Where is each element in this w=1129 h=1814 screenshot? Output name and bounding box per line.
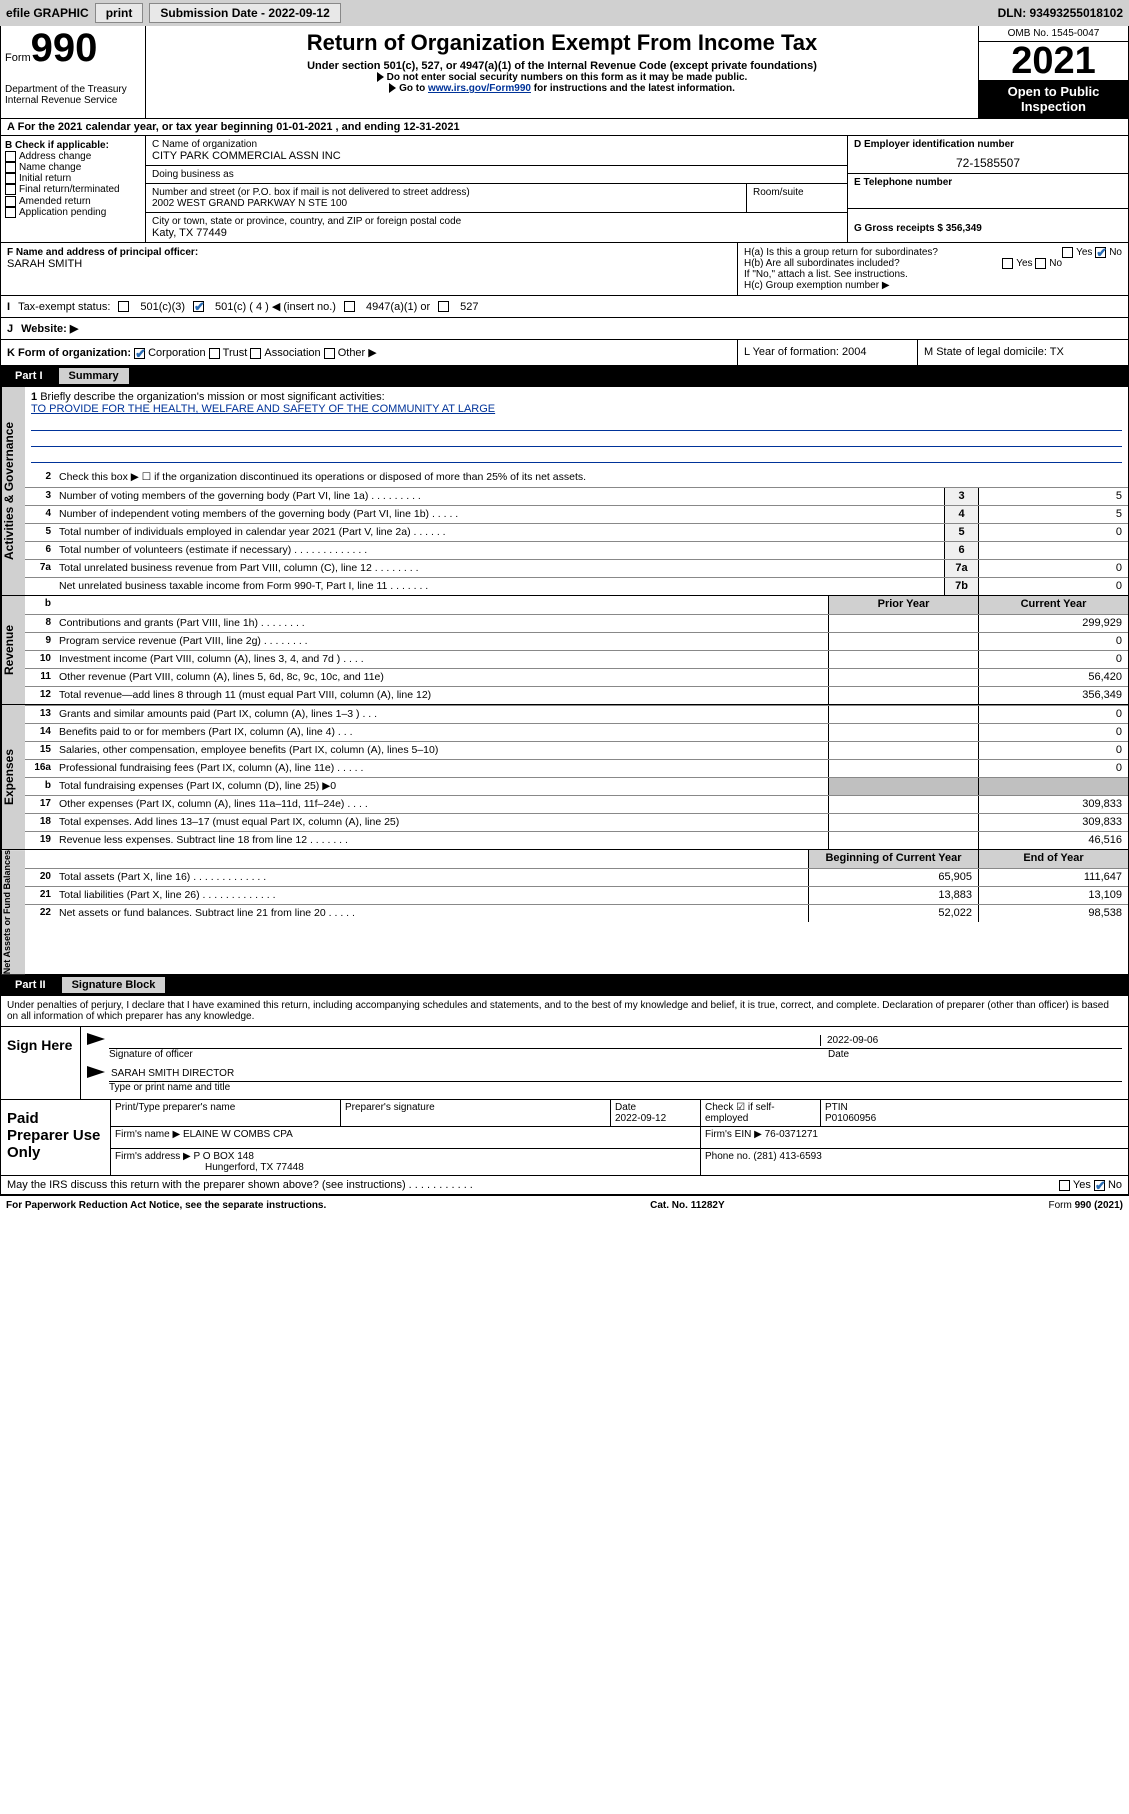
top-bar: efile GRAPHIC print Submission Date - 20…	[0, 0, 1129, 26]
check-if-applicable: B Check if applicable: Address change Na…	[1, 136, 146, 242]
gov-line: 6Total number of volunteers (estimate if…	[25, 541, 1128, 559]
org-address: 2002 WEST GRAND PARKWAY N STE 100	[152, 198, 740, 209]
page-footer: For Paperwork Reduction Act Notice, see …	[0, 1195, 1129, 1215]
entity-info-block: B Check if applicable: Address change Na…	[0, 136, 1129, 243]
checkbox-ha-no[interactable]	[1095, 247, 1106, 258]
sign-date: 2022-09-06	[820, 1035, 1120, 1046]
checkbox-corp[interactable]	[134, 348, 145, 359]
triangle-icon	[389, 83, 396, 93]
gov-line: 4Number of independent voting members of…	[25, 505, 1128, 523]
arrow-icon	[87, 1066, 105, 1078]
tax-year-row: A For the 2021 calendar year, or tax yea…	[0, 119, 1129, 136]
submission-date-button[interactable]: Submission Date - 2022-09-12	[149, 3, 340, 23]
form-title-box: Return of Organization Exempt From Incom…	[146, 26, 978, 118]
part2-header: Part II Signature Block	[0, 975, 1129, 996]
checkbox-501c3[interactable]	[118, 301, 129, 312]
net-assets-section: Net Assets or Fund Balances Beginning of…	[0, 850, 1129, 975]
gov-line: Net unrelated business taxable income fr…	[25, 577, 1128, 595]
checkbox-assoc[interactable]	[250, 348, 261, 359]
checkbox-4947[interactable]	[344, 301, 355, 312]
checkbox-discuss-yes[interactable]	[1059, 1180, 1070, 1191]
exp-line: 15Salaries, other compensation, employee…	[25, 741, 1128, 759]
arrow-icon	[87, 1033, 105, 1045]
checkbox-address-change[interactable]	[5, 151, 16, 162]
governance-section: Activities & Governance 1 Briefly descri…	[0, 387, 1129, 596]
sign-here-block: Sign Here 2022-09-06 Signature of office…	[0, 1027, 1129, 1100]
year-box: OMB No. 1545-0047 2021 Open to Public In…	[978, 26, 1128, 118]
part1-header: Part I Summary	[0, 366, 1129, 387]
ein-value: 72-1585507	[854, 150, 1122, 170]
website-row: J Website: ▶	[0, 318, 1129, 340]
revenue-section: Revenue bPrior YearCurrent Year 8Contrib…	[0, 596, 1129, 705]
exp-line: 18Total expenses. Add lines 13–17 (must …	[25, 813, 1128, 831]
firm-phone: (281) 413-6593	[753, 1151, 821, 1162]
exp-line: 14Benefits paid to or for members (Part …	[25, 723, 1128, 741]
paid-preparer-block: Paid Preparer Use Only Print/Type prepar…	[0, 1100, 1129, 1176]
checkbox-527[interactable]	[438, 301, 449, 312]
may-irs-discuss-row: May the IRS discuss this return with the…	[0, 1176, 1129, 1195]
triangle-icon	[377, 72, 384, 82]
year-formation: L Year of formation: 2004	[738, 340, 918, 365]
firm-ein: 76-0371271	[765, 1129, 818, 1140]
checkbox-discuss-no[interactable]	[1094, 1180, 1105, 1191]
form-title: Return of Organization Exempt From Incom…	[150, 30, 974, 56]
rev-line: 8Contributions and grants (Part VIII, li…	[25, 614, 1128, 632]
name-address-block: C Name of organizationCITY PARK COMMERCI…	[146, 136, 848, 242]
dln-label: DLN: 93493255018102	[998, 6, 1123, 20]
ein-phone-block: D Employer identification number72-15855…	[848, 136, 1128, 242]
gross-receipts: 356,349	[946, 223, 982, 234]
net-line: 20Total assets (Part X, line 16) . . . .…	[25, 868, 1128, 886]
ptin: P01060956	[825, 1113, 876, 1124]
checkbox-trust[interactable]	[209, 348, 220, 359]
officer-name: SARAH SMITH	[7, 258, 731, 270]
checkbox-pending[interactable]	[5, 207, 16, 218]
efile-label: efile GRAPHIC	[6, 6, 89, 20]
gov-line: 7aTotal unrelated business revenue from …	[25, 559, 1128, 577]
exp-line: 16aProfessional fundraising fees (Part I…	[25, 759, 1128, 777]
checkbox-initial-return[interactable]	[5, 173, 16, 184]
checkbox-other[interactable]	[324, 348, 335, 359]
org-city: Katy, TX 77449	[152, 227, 841, 239]
rev-line: 10Investment income (Part VIII, column (…	[25, 650, 1128, 668]
exp-line: 19Revenue less expenses. Subtract line 1…	[25, 831, 1128, 849]
tax-exempt-status-row: I Tax-exempt status: 501(c)(3) 501(c) ( …	[0, 296, 1129, 318]
form-of-org-row: K Form of organization: Corporation Trus…	[0, 340, 1129, 366]
firm-name: ELAINE W COMBS CPA	[183, 1129, 293, 1140]
rev-line: 12Total revenue—add lines 8 through 11 (…	[25, 686, 1128, 704]
gov-line: 5Total number of individuals employed in…	[25, 523, 1128, 541]
gov-line: 3Number of voting members of the governi…	[25, 487, 1128, 505]
rev-line: 11Other revenue (Part VIII, column (A), …	[25, 668, 1128, 686]
checkbox-amended[interactable]	[5, 196, 16, 207]
checkbox-final-return[interactable]	[5, 184, 16, 195]
mission-text: TO PROVIDE FOR THE HEALTH, WELFARE AND S…	[31, 403, 495, 415]
expenses-section: Expenses 13Grants and similar amounts pa…	[0, 705, 1129, 850]
rev-line: 9Program service revenue (Part VIII, lin…	[25, 632, 1128, 650]
state-domicile: M State of legal domicile: TX	[918, 340, 1128, 365]
exp-line: 13Grants and similar amounts paid (Part …	[25, 705, 1128, 723]
checkbox-501c[interactable]	[193, 301, 204, 312]
checkbox-ha-yes[interactable]	[1062, 247, 1073, 258]
net-line: 21Total liabilities (Part X, line 26) . …	[25, 886, 1128, 904]
checkbox-hb-no[interactable]	[1035, 258, 1046, 269]
form-id-box: Form990 Department of the Treasury Inter…	[1, 26, 146, 118]
signature-intro: Under penalties of perjury, I declare th…	[0, 996, 1129, 1027]
irs-link[interactable]: www.irs.gov/Form990	[428, 83, 531, 94]
officer-group-row: F Name and address of principal officer:…	[0, 243, 1129, 296]
officer-name-title: SARAH SMITH DIRECTOR	[111, 1068, 1120, 1079]
form-header: Form990 Department of the Treasury Inter…	[0, 26, 1129, 119]
net-line: 22Net assets or fund balances. Subtract …	[25, 904, 1128, 922]
print-button[interactable]: print	[95, 3, 144, 23]
checkbox-name-change[interactable]	[5, 162, 16, 173]
checkbox-hb-yes[interactable]	[1002, 258, 1013, 269]
org-name: CITY PARK COMMERCIAL ASSN INC	[152, 150, 841, 162]
exp-line: 17Other expenses (Part IX, column (A), l…	[25, 795, 1128, 813]
exp-line: bTotal fundraising expenses (Part IX, co…	[25, 777, 1128, 795]
